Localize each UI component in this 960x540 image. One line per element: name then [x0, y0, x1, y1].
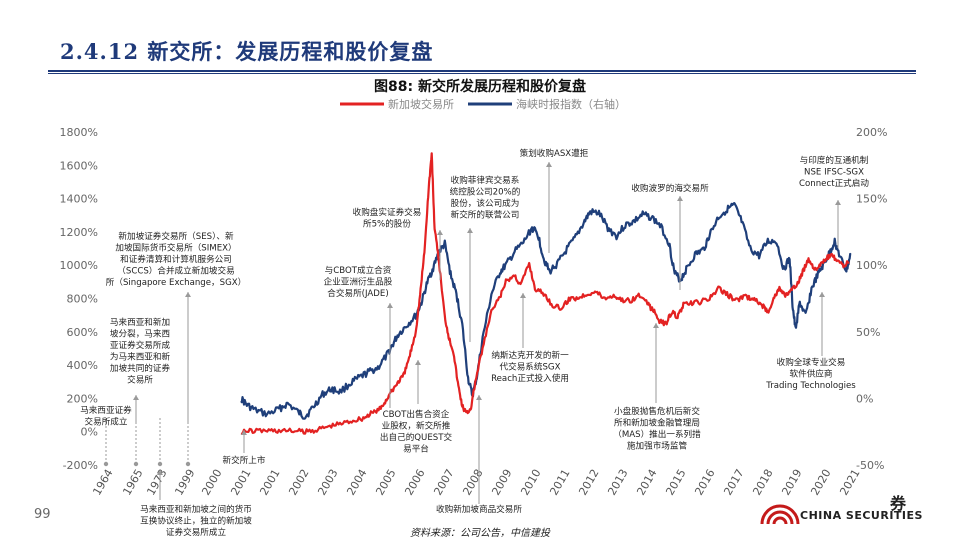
- annotation-text: 收购盘实证券交易所5%的股份: [353, 206, 422, 230]
- annotation-text: 纳斯达克开发的新一代交易系统SGX Reach正式投入使用: [491, 349, 569, 384]
- chart-legend: 新加坡交易所 海峡时报指数（右轴）: [340, 97, 626, 111]
- left-tick-label: 800%: [67, 293, 98, 306]
- series-line-sti: [240, 202, 852, 420]
- source-note: 资料来源：公司公告，中信建投: [410, 528, 550, 539]
- x-tick-label: 1973: [144, 467, 169, 498]
- annotation-text: 马来西亚和新加坡分裂，马来西亚证券交易所成为马来西亚和新加坡共同的证券交易所: [110, 316, 171, 386]
- left-tick-label: 1200%: [60, 226, 98, 239]
- annotation-arrow: [677, 196, 683, 201]
- title-divider-thin: [48, 73, 916, 74]
- x-tick-label: 2001: [228, 467, 253, 498]
- milestone-dot: [133, 461, 139, 467]
- left-tick-label: 1600%: [60, 159, 98, 172]
- left-tick-label: 1000%: [60, 259, 98, 272]
- x-tick-label: 2001: [257, 467, 282, 498]
- annotation-text: 马来西亚和新加坡之间的货币互换协议终止，独立的新加坡证券交易所成立: [140, 503, 252, 538]
- annotation-arrow: [133, 395, 139, 400]
- right-tick-label: 150%: [856, 193, 887, 206]
- annotation-arrow: [520, 293, 526, 298]
- annotation-arrow: [546, 162, 552, 167]
- milestone-dot: [157, 461, 163, 467]
- x-tick-label: 2018: [750, 467, 775, 498]
- annotation-arrow: [835, 200, 841, 205]
- page-number: 99: [34, 507, 51, 522]
- right-tick-label: -50%: [856, 459, 884, 472]
- x-tick-label: 1965: [120, 467, 145, 498]
- annotation-arrow: [819, 292, 825, 297]
- right-tick-label: 200%: [856, 126, 887, 139]
- annotation-text: 收购菲律宾交易系统控股公司20%的股份，该公司成为新交所的联营公司: [450, 174, 521, 221]
- left-tick-label: 1800%: [60, 126, 98, 139]
- annotation-text: 新加坡证券交易所（SES）、新加坡国际货币交易所（SIMEX）和证券清算和计算机…: [106, 230, 246, 288]
- annotation-text: 新交所上市: [223, 454, 266, 466]
- x-tick-label: 2004: [344, 467, 369, 498]
- annotation-arrow: [467, 228, 473, 233]
- annotation-text: CBOT出售合资企业股权，新交所推出自己的QUEST交易平台: [380, 408, 453, 455]
- x-tick-label: 2017: [721, 467, 746, 498]
- legend-label-sti: 海峡时报指数（右轴）: [516, 97, 626, 111]
- annotation-text: 马来西亚证券交易所成立: [80, 404, 132, 428]
- right-tick-label: 50%: [856, 326, 880, 339]
- x-tick-label: 1999: [172, 467, 197, 498]
- x-tick-label: 2014: [634, 467, 659, 498]
- milestone-dot: [103, 461, 109, 467]
- series-line-sgx: [240, 152, 850, 435]
- right-tick-label: 0%: [856, 392, 873, 405]
- left-tick-label: 400%: [67, 359, 98, 372]
- x-tick-label: 2013: [605, 467, 630, 498]
- x-tick-label: 2006: [402, 467, 427, 498]
- left-tick-label: 1400%: [60, 193, 98, 206]
- x-tick-label: 2021: [837, 467, 862, 498]
- x-tick-label: 2011: [547, 467, 572, 498]
- chart-title: 图88: 新交所发展历程和股价复盘: [374, 79, 586, 95]
- annotation-text: 与CBOT成立合资企业亚洲衍生品股合交易所(JADE): [324, 264, 393, 299]
- annotation-arrow: [387, 303, 393, 308]
- annotation-arrow: [185, 292, 191, 297]
- annotation-arrow: [157, 470, 163, 475]
- x-tick-label: 2020: [808, 467, 833, 498]
- annotation-text: 收购新加坡商品交易所: [436, 503, 522, 515]
- x-tick-label: 2005: [373, 467, 398, 498]
- left-tick-label: 200%: [67, 392, 98, 405]
- chart-annotations: 新加坡证券交易所（SES）、新加坡国际货币交易所（SIMEX）和证券清算和计算机…: [80, 147, 869, 538]
- left-tick-label: 600%: [67, 326, 98, 339]
- right-tick-label: 100%: [856, 259, 887, 272]
- x-tick-label: 2019: [779, 467, 804, 498]
- milestone-dot: [185, 461, 191, 467]
- x-tick-label: 2008: [460, 467, 485, 498]
- x-tick-label: 2003: [315, 467, 340, 498]
- title-divider: [48, 70, 916, 72]
- x-tick-label: 2012: [576, 467, 601, 498]
- legend-label-sgx: 新加坡交易所: [388, 97, 454, 111]
- x-tick-label: 2002: [286, 467, 311, 498]
- x-tick-label: 2009: [489, 467, 514, 498]
- annotation-text: 收购波罗的海交易所: [631, 182, 709, 194]
- x-tick-label: 2015: [663, 467, 688, 498]
- annotation-arrow: [653, 323, 659, 328]
- logo-char: 券: [890, 494, 907, 513]
- annotation-arrow: [241, 430, 247, 435]
- x-tick-label: 2016: [692, 467, 717, 498]
- x-tick-label: 2000: [199, 467, 224, 498]
- left-tick-label: -200%: [63, 459, 98, 472]
- annotation-text: 策划收购ASX遭拒: [520, 147, 589, 159]
- slide-title: 2.4.12 新交所：发展历程和股价复盘: [60, 39, 434, 64]
- left-tick-label: 0%: [81, 426, 98, 439]
- china-securities-logo: [760, 504, 800, 525]
- x-tick-label: 2010: [518, 467, 543, 498]
- chart-series: [240, 152, 852, 435]
- annotation-arrow: [437, 230, 443, 235]
- annotation-text: 与印度的互通机制 NSE IFSC-SGX Connect正式启动: [799, 154, 869, 189]
- annotation-arrow: [415, 360, 421, 365]
- annotation-text: 收购全球专业交易软件供应商 Trading Technologies: [765, 356, 856, 391]
- annotation-arrow: [476, 395, 482, 400]
- annotation-text: 小盘股抛售危机后新交所和新加坡金融管理局（MAS）推出一系列措施加强市场监管: [613, 405, 701, 452]
- logo-text: CHINA SECURITIES: [800, 509, 923, 522]
- x-tick-label: 2007: [431, 467, 456, 498]
